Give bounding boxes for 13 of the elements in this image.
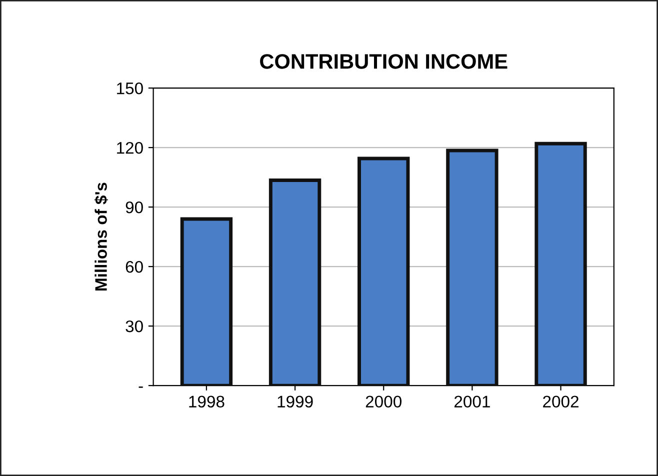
y-axis-title: Millions of $'s bbox=[94, 182, 108, 290]
x-tick-label: 1998 bbox=[189, 396, 224, 408]
y-tick-label: 30 bbox=[126, 320, 143, 332]
x-tick-label: 2000 bbox=[366, 396, 402, 408]
chart-title: CONTRIBUTION INCOME bbox=[260, 54, 508, 69]
y-tick-label: 60 bbox=[126, 260, 143, 273]
x-tick-label: 1999 bbox=[278, 396, 313, 408]
x-tick-label: 2002 bbox=[543, 396, 578, 408]
y-tick-label: 120 bbox=[117, 142, 143, 154]
y-tick-label: - bbox=[138, 386, 143, 388]
x-tick-label: 2001 bbox=[454, 396, 490, 408]
y-tick-label: 90 bbox=[126, 201, 143, 214]
y-tick-label: 150 bbox=[117, 82, 143, 94]
